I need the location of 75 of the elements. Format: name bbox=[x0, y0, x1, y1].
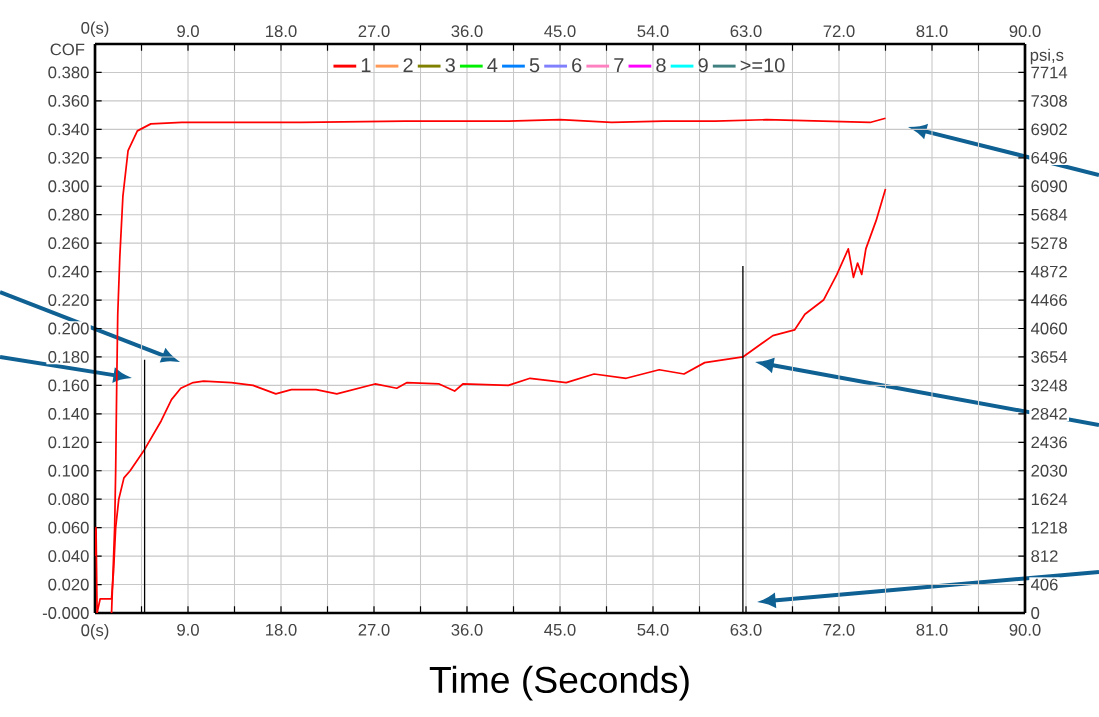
y2-tick-label: 4872 bbox=[1030, 265, 1067, 278]
y-tick-label: 0.240 bbox=[48, 265, 89, 278]
y2-tick-label: 2436 bbox=[1031, 436, 1067, 449]
legend-label: 2 bbox=[403, 58, 413, 73]
legend-label: 9 bbox=[698, 58, 708, 73]
legend-label: 5 bbox=[529, 58, 540, 73]
x2-tick-label: 54.0 bbox=[637, 623, 669, 636]
y2-tick-label: 3248 bbox=[1031, 379, 1067, 392]
x-tick-label: 18.0 bbox=[266, 25, 297, 38]
y-tick-label: 0.120 bbox=[48, 436, 89, 449]
y2-tick-label: 7714 bbox=[1031, 66, 1068, 79]
y-tick-label: 0.320 bbox=[48, 151, 89, 164]
y2-tick-label: 5684 bbox=[1031, 208, 1068, 221]
y2-tick-label: 406 bbox=[1030, 578, 1058, 591]
y-tick-label: 0.340 bbox=[48, 123, 89, 136]
y2-tick-label: 5278 bbox=[1031, 237, 1067, 250]
y-tick-label: 0.300 bbox=[48, 180, 89, 193]
x-tick-label: 81.0 bbox=[916, 25, 948, 38]
x2-tick-label: 72.0 bbox=[823, 623, 855, 636]
x-tick-label: 27.0 bbox=[358, 25, 390, 38]
y2-tick-label: 4466 bbox=[1030, 294, 1067, 306]
y-tick-label: 0.020 bbox=[48, 578, 89, 591]
y-tick-label: 0.100 bbox=[48, 464, 89, 477]
x-tick-label: 9.0 bbox=[177, 25, 199, 38]
y2-tick-label: 2842 bbox=[1031, 407, 1067, 420]
legend-label: 7 bbox=[614, 58, 624, 72]
x2-tick-label: 90.0 bbox=[1009, 623, 1041, 636]
y2-tick-label: 6090 bbox=[1031, 180, 1068, 193]
y-tick-label: 0.260 bbox=[48, 237, 89, 250]
x2-tick-label: 63.0 bbox=[730, 623, 762, 636]
x2-tick-label: 0(s) bbox=[81, 623, 109, 640]
y2-tick-label: 1218 bbox=[1031, 521, 1067, 534]
x2-tick-label: 9.0 bbox=[177, 623, 199, 636]
y-tick-label: 0.160 bbox=[48, 379, 89, 392]
y2-tick-label: 7308 bbox=[1031, 95, 1067, 107]
x2-tick-label: 45.0 bbox=[544, 623, 576, 636]
x-axis-title: Time (Seconds) bbox=[429, 665, 689, 701]
x2-tick-label: 81.0 bbox=[916, 623, 948, 636]
x-tick-label: 0(s) bbox=[81, 21, 109, 38]
y-tick-label: 0.280 bbox=[48, 208, 89, 221]
y-tick-label: 0.200 bbox=[48, 322, 89, 335]
y2-tick-label: 1624 bbox=[1031, 493, 1068, 506]
x-tick-label: 36.0 bbox=[451, 25, 483, 38]
legend-label: 1 bbox=[361, 58, 371, 72]
legend-label: 6 bbox=[572, 58, 582, 73]
x-tick-label: 45.0 bbox=[544, 25, 576, 38]
x2-tick-label: 18.0 bbox=[266, 623, 297, 636]
y2-tick-label: 2030 bbox=[1031, 464, 1068, 477]
y2-tick-label: 4060 bbox=[1030, 322, 1068, 335]
y2-tick-label: 3654 bbox=[1031, 351, 1068, 363]
y2-tick-label: 812 bbox=[1031, 550, 1058, 562]
y-tick-label: 0.220 bbox=[48, 294, 89, 306]
y-tick-label: 0.380 bbox=[48, 66, 89, 79]
y-tick-label: 0.180 bbox=[48, 351, 89, 363]
y-tick-label: -0.000 bbox=[42, 607, 89, 619]
y-tick-label: 0.080 bbox=[48, 493, 89, 506]
x-tick-label: 90.0 bbox=[1009, 25, 1041, 38]
y-axis-title: COF bbox=[50, 43, 85, 56]
y2-tick-label: 6496 bbox=[1031, 151, 1067, 164]
x-tick-label: 54.0 bbox=[637, 25, 669, 38]
y2-axis-title: psi,s bbox=[1030, 48, 1064, 65]
legend-label: 3 bbox=[445, 58, 455, 73]
y-tick-label: 0.040 bbox=[48, 550, 89, 562]
x-tick-label: 63.0 bbox=[730, 25, 762, 38]
legend-label: >=10 bbox=[740, 58, 785, 73]
x2-tick-label: 27.0 bbox=[358, 623, 390, 636]
y-tick-label: 0.360 bbox=[48, 95, 89, 107]
legend-label: 4 bbox=[487, 58, 498, 72]
y2-tick-label: 6902 bbox=[1031, 123, 1067, 136]
x-tick-label: 72.0 bbox=[823, 25, 855, 38]
legend-label: 8 bbox=[656, 58, 666, 73]
y2-tick-label: 0 bbox=[1031, 607, 1040, 619]
y-tick-label: 0.140 bbox=[48, 407, 89, 420]
y-tick-label: 0.060 bbox=[48, 521, 89, 534]
x2-tick-label: 36.0 bbox=[451, 623, 483, 636]
